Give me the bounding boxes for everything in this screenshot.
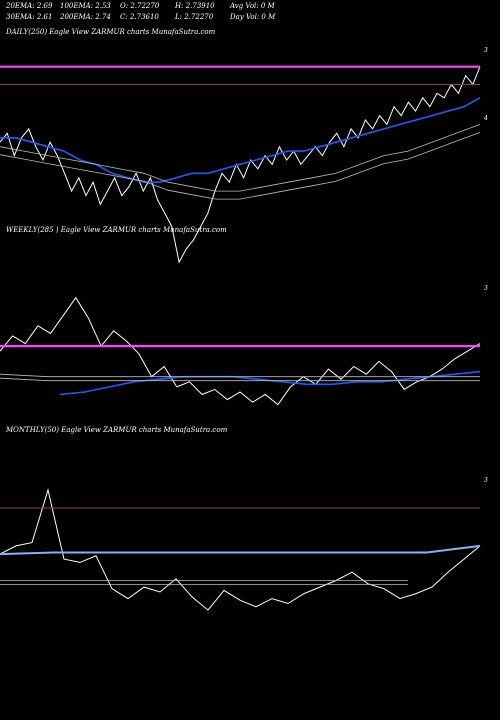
monthly-panel-label: MONTHLY(50) Eagle View ZARMUR charts Mun… <box>6 426 228 434</box>
avg-volume-value: Avg Vol: 0 M <box>230 2 275 10</box>
price-line <box>0 296 481 406</box>
ema-light-blue-line <box>0 544 481 556</box>
gray-band-line-upper <box>0 124 481 192</box>
daily-panel-label: DAILY(250) Eagle View ZARMUR charts Muna… <box>6 28 216 36</box>
price-line <box>0 66 481 264</box>
day-volume-value: Day Vol: 0 M <box>230 13 276 21</box>
y-tick-label: 3 <box>484 47 488 54</box>
y-tick-label: 3 <box>484 285 488 292</box>
gray-band-line-upper <box>0 373 480 378</box>
ema20-value: 20EMA: 2.69 <box>6 2 53 10</box>
weekly-panel-label: WEEKLY(285 ) Eagle View ZARMUR charts Mu… <box>6 226 227 234</box>
price-line <box>0 487 481 611</box>
y-tick-label: 4 <box>483 115 488 122</box>
weekly-chart-panel: 3 <box>0 285 488 406</box>
low-value: L: 2.72270 <box>175 13 214 21</box>
ema200-value: 200EMA: 2.74 <box>60 13 111 21</box>
ema100-value: 100EMA: 2.53 <box>60 2 111 10</box>
open-value: O: 2.72270 <box>120 2 160 10</box>
gray-band-line-lower <box>0 132 481 200</box>
close-value: C: 2.73610 <box>120 13 159 21</box>
gray-band-line-lower <box>0 377 480 382</box>
high-value: H: 2.73910 <box>175 2 215 10</box>
y-tick-label: 3 <box>484 477 488 484</box>
ema30-value: 30EMA: 2.61 <box>6 13 53 21</box>
ema-blue-line <box>0 97 481 183</box>
monthly-chart-panel: 3 <box>0 477 488 611</box>
daily-chart-panel: 34 <box>0 47 488 264</box>
ema-blue-line <box>59 370 481 396</box>
